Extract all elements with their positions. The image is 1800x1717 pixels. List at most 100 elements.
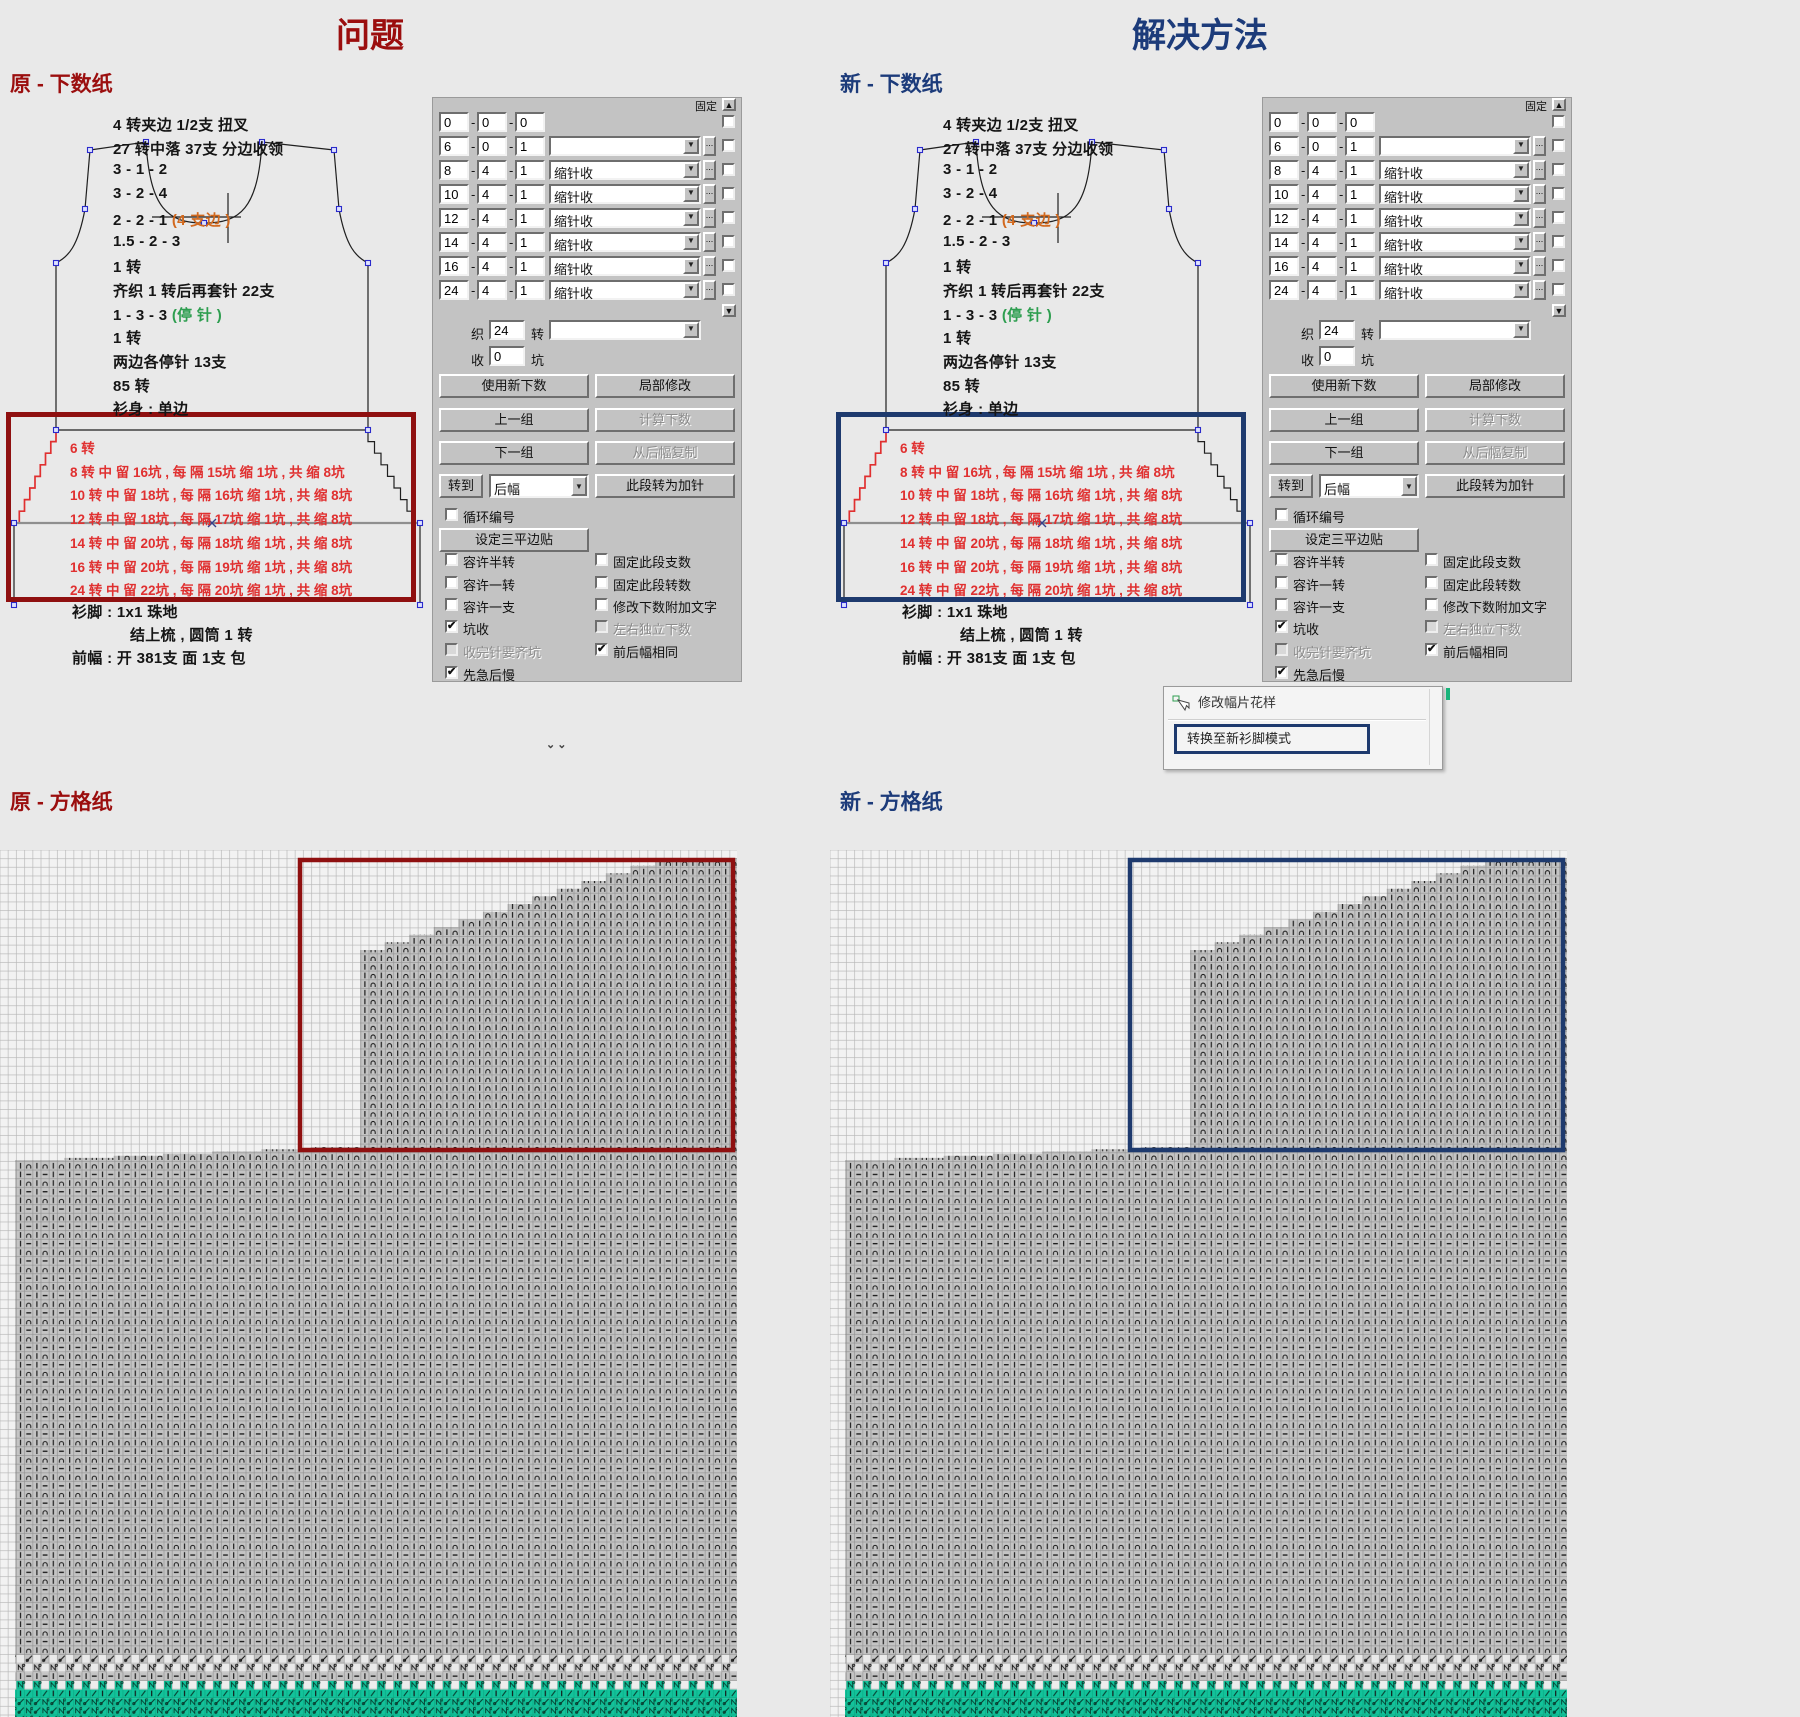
- segment-field[interactable]: [515, 160, 546, 180]
- decrease-input[interactable]: [1321, 348, 1356, 364]
- segment-value-input[interactable]: [1347, 258, 1376, 274]
- segment-field[interactable]: [515, 208, 546, 228]
- fixed-checkbox[interactable]: [722, 139, 735, 152]
- option-checkbox[interactable]: ✔: [595, 643, 608, 656]
- previous-group-button[interactable]: 上一组: [439, 408, 589, 432]
- fixed-checkbox[interactable]: [722, 283, 735, 296]
- node-handle[interactable]: [10, 601, 18, 609]
- more-options-button[interactable]: ...: [1533, 256, 1546, 276]
- goto-target-dropdown[interactable]: 后幅 ▼: [1319, 474, 1419, 498]
- node-handle[interactable]: [86, 146, 94, 154]
- segment-value-input[interactable]: [479, 162, 508, 178]
- option-checkbox[interactable]: [445, 598, 458, 611]
- segment-field[interactable]: [477, 112, 508, 132]
- segment-field[interactable]: [1269, 256, 1300, 276]
- node-handle[interactable]: [416, 601, 424, 609]
- goto-button[interactable]: 转到: [439, 474, 483, 498]
- fixed-checkbox[interactable]: [1552, 139, 1565, 152]
- more-options-button[interactable]: ...: [703, 160, 716, 180]
- decrease-type-dropdown[interactable]: 缩针收 ▼: [1379, 184, 1531, 205]
- decrease-type-dropdown[interactable]: 缩针收 ▼: [1379, 280, 1531, 301]
- segment-value-input[interactable]: [1347, 114, 1376, 130]
- segment-field[interactable]: [1345, 184, 1376, 204]
- segment-field[interactable]: [515, 232, 546, 252]
- segment-value-input[interactable]: [1309, 138, 1338, 154]
- option-checkbox[interactable]: ✔: [445, 620, 458, 633]
- dropdown-arrow-button[interactable]: ▼: [683, 322, 699, 338]
- node-handle[interactable]: [911, 205, 919, 213]
- segment-value-input[interactable]: [1347, 186, 1376, 202]
- node-handle[interactable]: [364, 259, 372, 267]
- segment-field[interactable]: [1307, 184, 1338, 204]
- segment-value-input[interactable]: [1309, 258, 1338, 274]
- segment-value-input[interactable]: [441, 114, 470, 130]
- fixed-checkbox[interactable]: [722, 259, 735, 272]
- segment-field[interactable]: [477, 208, 508, 228]
- node-handle[interactable]: [142, 138, 150, 146]
- more-options-button[interactable]: ...: [1533, 280, 1546, 300]
- segment-value-input[interactable]: [517, 210, 546, 226]
- fixed-checkbox[interactable]: [722, 235, 735, 248]
- option-checkbox[interactable]: ✔: [445, 666, 458, 679]
- dropdown-arrow-button[interactable]: ▼: [1513, 210, 1529, 226]
- option-checkbox[interactable]: [445, 576, 458, 589]
- decrease-type-dropdown[interactable]: 缩针收 ▼: [1379, 160, 1531, 181]
- segment-field[interactable]: [1307, 160, 1338, 180]
- segment-value-input[interactable]: [1309, 210, 1338, 226]
- segment-value-input[interactable]: [479, 234, 508, 250]
- node-handle[interactable]: [882, 259, 890, 267]
- segment-field[interactable]: [1269, 184, 1300, 204]
- fixed-checkbox[interactable]: [1552, 283, 1565, 296]
- option-checkbox[interactable]: ✔: [1275, 620, 1288, 633]
- dropdown-arrow-button[interactable]: ▼: [683, 234, 699, 250]
- segment-value-input[interactable]: [479, 210, 508, 226]
- segment-value-input[interactable]: [1271, 234, 1300, 250]
- fixed-checkbox[interactable]: [722, 211, 735, 224]
- segment-field[interactable]: [1345, 112, 1376, 132]
- option-checkbox[interactable]: [445, 553, 458, 566]
- segment-value-input[interactable]: [1271, 162, 1300, 178]
- next-group-button[interactable]: 下一组: [1269, 441, 1419, 465]
- node-handle[interactable]: [1165, 205, 1173, 213]
- decrease-type-dropdown[interactable]: 缩针收 ▼: [549, 256, 701, 277]
- decrease-type-dropdown[interactable]: 缩针收 ▼: [1379, 256, 1531, 277]
- option-checkbox[interactable]: [595, 576, 608, 589]
- segment-value-input[interactable]: [517, 114, 546, 130]
- garment-outline-drawing[interactable]: [0, 97, 430, 680]
- segment-field[interactable]: [515, 256, 546, 276]
- option-checkbox[interactable]: ✔: [1275, 666, 1288, 679]
- weave-turns-input[interactable]: [1321, 322, 1356, 338]
- segment-value-input[interactable]: [441, 138, 470, 154]
- dropdown-arrow-button[interactable]: ▼: [1513, 282, 1529, 298]
- segment-field[interactable]: [515, 280, 546, 300]
- more-options-button[interactable]: ...: [703, 136, 716, 156]
- decrease-type-dropdown[interactable]: 缩针收 ▼: [549, 208, 701, 229]
- option-checkbox[interactable]: [1425, 598, 1438, 611]
- option-checkbox[interactable]: ✔: [1425, 643, 1438, 656]
- segment-field[interactable]: [515, 184, 546, 204]
- node-handle[interactable]: [840, 519, 848, 527]
- segment-value-input[interactable]: [1347, 138, 1376, 154]
- segment-value-input[interactable]: [1309, 162, 1338, 178]
- segment-value-input[interactable]: [479, 186, 508, 202]
- next-group-button[interactable]: 下一组: [439, 441, 589, 465]
- segment-value-input[interactable]: [517, 162, 546, 178]
- segment-value-input[interactable]: [1347, 162, 1376, 178]
- segment-value-input[interactable]: [517, 186, 546, 202]
- segment-value-input[interactable]: [441, 258, 470, 274]
- dropdown-arrow-button[interactable]: ▼: [683, 162, 699, 178]
- node-handle[interactable]: [52, 426, 60, 434]
- more-options-button[interactable]: ...: [703, 184, 716, 204]
- segment-field[interactable]: [439, 136, 470, 156]
- node-handle[interactable]: [1160, 146, 1168, 154]
- use-new-count-button[interactable]: 使用新下数: [1269, 374, 1419, 398]
- segment-field[interactable]: [1345, 160, 1376, 180]
- segment-field[interactable]: [1307, 136, 1338, 156]
- segment-value-input[interactable]: [1271, 282, 1300, 298]
- segment-field[interactable]: [1345, 232, 1376, 252]
- segment-value-input[interactable]: [479, 114, 508, 130]
- node-handle[interactable]: [1030, 219, 1038, 227]
- segment-field[interactable]: [477, 256, 508, 276]
- scroll-up-button[interactable]: ▲: [722, 98, 736, 111]
- dropdown-arrow-button[interactable]: ▼: [683, 210, 699, 226]
